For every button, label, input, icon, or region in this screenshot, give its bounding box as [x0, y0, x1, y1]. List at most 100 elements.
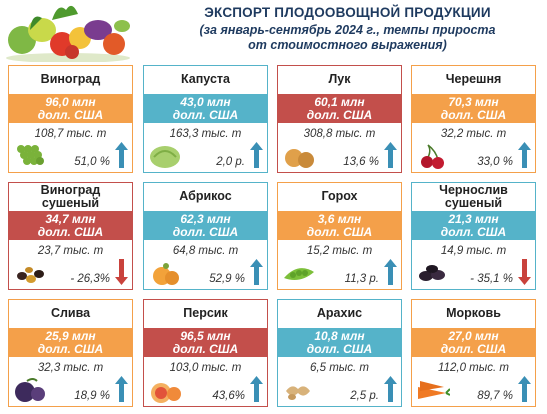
export-value: 3,6 млн — [317, 212, 362, 226]
growth-rate: 51,0 % — [74, 156, 110, 168]
product-name: Виноград сушеный — [40, 183, 101, 210]
export-volume: 112,0 тыс. т — [438, 362, 509, 374]
peach-icon — [151, 383, 181, 403]
export-volume: 163,3 тыс. т — [169, 128, 242, 140]
export-value: 43,0 млн — [180, 95, 231, 109]
growth-rate: 18,9 % — [74, 390, 110, 402]
export-value-unit: долл. США — [306, 225, 373, 239]
export-value: 70,3 млн — [448, 95, 499, 109]
export-volume: 308,8 тыс. т — [303, 128, 376, 140]
growth-rate: - 35,1 % — [470, 273, 513, 285]
growth-rate: 2,5 р. — [350, 390, 379, 402]
export-value-band: 43,0 млн долл. США — [144, 94, 267, 123]
export-value: 10,8 млн — [314, 329, 365, 343]
export-value: 34,7 млн — [45, 212, 96, 226]
arrow-up-icon — [115, 142, 128, 168]
prunes-icon — [419, 265, 445, 281]
product-name: Виноград — [40, 72, 101, 86]
export-value-unit: долл. США — [306, 108, 373, 122]
product-name: Слива — [50, 306, 91, 320]
export-value-band: 10,8 млн долл. США — [278, 328, 401, 357]
product-name: Чернослив сушеный — [439, 183, 508, 210]
subtitle-line-2: от стоимостного выражения) — [248, 38, 447, 52]
export-value: 21,3 млн — [448, 212, 499, 226]
raisins-icon — [17, 267, 44, 283]
export-volume: 15,2 тыс. т — [306, 245, 373, 257]
plum-icon — [15, 378, 45, 402]
cherry-icon — [421, 144, 444, 169]
export-value-band: 25,9 млн долл. США — [9, 328, 132, 357]
product-card: Персик 96,5 млн долл. США 103,0 тыс. т 43,6% — [143, 299, 268, 407]
export-value-unit: долл. США — [440, 108, 507, 122]
export-value-band: 34,7 млн долл. США — [9, 211, 132, 240]
export-value-band: 70,3 млн долл. США — [412, 94, 535, 123]
growth-rate: - 26,3% — [70, 273, 110, 285]
export-value-band: 60,1 млн долл. США — [278, 94, 401, 123]
arrow-up-icon — [384, 259, 397, 285]
arrow-up-icon — [250, 376, 263, 402]
export-volume: 32,3 тыс. т — [37, 362, 104, 374]
product-card: Капуста 43,0 млн долл. США 163,3 тыс. т 2,0 … — [143, 65, 268, 173]
product-card: Лук 60,1 млн долл. США 308,8 тыс. т 13,6 % — [277, 65, 402, 173]
arrow-up-icon — [518, 142, 531, 168]
carrot-icon — [418, 381, 450, 399]
export-value-band: 62,3 млн долл. США — [144, 211, 267, 240]
export-volume: 6,5 тыс. т — [310, 362, 369, 374]
export-value-unit: долл. США — [172, 342, 239, 356]
arrow-up-icon — [384, 142, 397, 168]
product-card: Морковь 27,0 млн долл. США 112,0 тыс. т 89,7… — [411, 299, 536, 407]
export-value-unit: долл. США — [37, 108, 104, 122]
onion-icon — [285, 149, 314, 168]
export-value-unit: долл. США — [440, 225, 507, 239]
export-value-unit: долл. США — [440, 342, 507, 356]
export-value: 62,3 млн — [180, 212, 231, 226]
export-volume: 108,7 тыс. т — [34, 128, 107, 140]
arrow-up-icon — [250, 142, 263, 168]
product-name: Морковь — [446, 306, 501, 320]
product-card: Виноград сушеный 34,7 млн долл. США 23,7 ты… — [8, 182, 133, 290]
page-subtitle: (за январь-сентябрь 2024 г., темпы приро… — [150, 23, 545, 53]
apricot-icon — [153, 263, 179, 285]
peas-icon — [284, 268, 314, 280]
export-value: 25,9 млн — [45, 329, 96, 343]
product-card: Виноград 96,0 млн долл. США 108,7 тыс. т 51,… — [8, 65, 133, 173]
export-value: 96,5 млн — [180, 329, 231, 343]
arrow-up-icon — [115, 376, 128, 402]
product-card: Черешня 70,3 млн долл. США 32,2 тыс. т 33,0 … — [411, 65, 536, 173]
product-name: Персик — [183, 306, 228, 320]
arrow-down-icon — [115, 259, 128, 285]
product-name: Арахис — [316, 306, 363, 320]
export-value: 96,0 млн — [45, 95, 96, 109]
product-card: Горох 3,6 млн долл. США 15,2 тыс. т 11,3 р. — [277, 182, 402, 290]
vegetables-header-icon — [6, 5, 130, 62]
export-value: 60,1 млн — [314, 95, 365, 109]
subtitle-line-1: (за январь-сентябрь 2024 г., темпы приро… — [199, 23, 496, 37]
growth-rate: 43,6% — [212, 390, 245, 402]
growth-rate: 52,9 % — [209, 273, 245, 285]
export-value-unit: долл. США — [172, 225, 239, 239]
export-volume: 64,8 тыс. т — [172, 245, 239, 257]
export-value-unit: долл. США — [37, 225, 104, 239]
product-name: Абрикос — [179, 189, 232, 203]
export-value-unit: долл. США — [172, 108, 239, 122]
product-card: Арахис 10,8 млн долл. США 6,5 тыс. т 2,5 р. — [277, 299, 402, 407]
growth-rate: 33,0 % — [477, 156, 513, 168]
product-name: Капуста — [181, 72, 230, 86]
export-value-band: 3,6 млн долл. США — [278, 211, 401, 240]
export-value-unit: долл. США — [37, 342, 104, 356]
growth-rate: 89,7 % — [477, 390, 513, 402]
arrow-down-icon — [518, 259, 531, 285]
product-name: Лук — [328, 72, 351, 86]
export-volume: 103,0 тыс. т — [169, 362, 242, 374]
product-card: Слива 25,9 млн долл. США 32,3 тыс. т 18,9 % — [8, 299, 133, 407]
peanut-icon — [286, 386, 310, 400]
growth-rate: 13,6 % — [343, 156, 379, 168]
export-value: 27,0 млн — [448, 329, 499, 343]
export-volume: 23,7 тыс. т — [37, 245, 104, 257]
arrow-up-icon — [518, 376, 531, 402]
product-card: Чернослив сушеный 21,3 млн долл. США 14,9 т… — [411, 182, 536, 290]
export-value-band: 96,0 млн долл. США — [9, 94, 132, 123]
product-card: Абрикос 62,3 млн долл. США 64,8 тыс. т 52,9 … — [143, 182, 268, 290]
export-value-band: 21,3 млн долл. США — [412, 211, 535, 240]
export-volume: 14,9 тыс. т — [440, 245, 507, 257]
